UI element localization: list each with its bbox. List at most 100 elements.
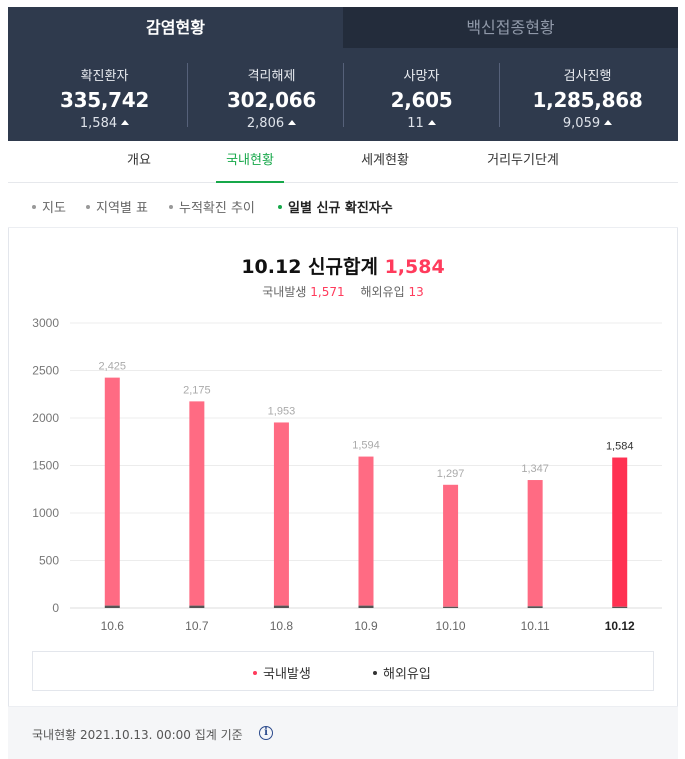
subtab-label: 누적확진 추이 [179, 201, 255, 216]
triangle-up-icon [427, 120, 436, 125]
stat-label: 검사진행 [563, 69, 612, 84]
x-tick-label: 10.11 [521, 619, 550, 633]
summary-date: 10.12 신규합계 [241, 256, 378, 278]
triangle-up-icon [604, 120, 613, 125]
divider [499, 63, 500, 127]
y-tick-label: 500 [39, 554, 59, 568]
bar-domestic [273, 422, 289, 606]
x-tick-label: 10.9 [354, 619, 378, 633]
divider [187, 63, 188, 127]
subtab-map[interactable]: 지도 [32, 197, 66, 216]
section-tabs: 개요 국내현황 세계현황 거리두기단계 [8, 141, 678, 183]
data-label: 2,425 [99, 361, 127, 373]
data-label: 1,297 [437, 468, 465, 480]
subtab-label: 지역별 표 [96, 201, 148, 216]
legend-label: 국내발생 [263, 667, 311, 682]
tab-world[interactable]: 세계현황 [361, 153, 409, 168]
data-label: 1,584 [606, 441, 634, 453]
status-panel: 감염현황 백신접종현황 확진환자 335,742 1,584 격리해제 302,… [8, 7, 678, 141]
sub-tabs: 지도 지역별 표 누적확진 추이 일별 신규 확진자수 [8, 183, 678, 228]
stat-deaths: 사망자 2,605 11 [338, 65, 505, 131]
tab-domestic[interactable]: 국내현황 [216, 141, 284, 183]
bar-overseas [189, 605, 205, 608]
bullet-icon [278, 205, 282, 209]
divider [343, 63, 344, 127]
stat-value: 1,285,868 [532, 88, 643, 112]
y-tick-label: 1500 [32, 459, 59, 473]
tab-infection-status[interactable]: 감염현황 [8, 7, 343, 48]
legend-item-overseas[interactable]: 해외유입 [373, 663, 431, 682]
stat-label: 확진환자 [80, 69, 129, 84]
tab-vaccination-status[interactable]: 백신접종현황 [343, 7, 678, 48]
legend-dot [373, 671, 377, 675]
stat-delta-value: 11 [407, 116, 424, 131]
x-tick-label: 10.6 [101, 619, 125, 633]
bullet-icon [86, 205, 90, 209]
bar-domestic [612, 457, 628, 607]
subtab-region-table[interactable]: 지역별 표 [86, 197, 148, 216]
bullet-icon [32, 205, 36, 209]
y-tick-label: 3000 [32, 316, 59, 330]
subtab-label: 지도 [42, 201, 66, 216]
stat-value: 302,066 [227, 88, 316, 112]
stat-delta-value: 2,806 [246, 116, 285, 131]
stat-delta: 2,806 [188, 116, 355, 131]
bar-overseas [612, 606, 628, 608]
stat-testing: 검사진행 1,285,868 9,059 [504, 65, 671, 131]
legend-item-domestic[interactable]: 국내발생 [253, 663, 311, 682]
stat-delta: 1,584 [21, 116, 188, 131]
subtab-cumulative-trend[interactable]: 누적확진 추이 [169, 197, 255, 216]
tab-distancing-level[interactable]: 거리두기단계 [487, 153, 559, 168]
stat-delta-value: 9,059 [562, 116, 601, 131]
stat-released: 격리해제 302,066 2,806 [188, 65, 355, 131]
footer-text: 국내현황 2021.10.13. 00:00 집계 기준 [32, 728, 243, 742]
legend-dot [253, 671, 257, 675]
data-label: 1,594 [352, 440, 380, 452]
y-tick-label: 2500 [32, 364, 59, 378]
bar-domestic [104, 377, 120, 606]
bar-domestic [527, 480, 543, 607]
info-icon[interactable]: i [259, 726, 273, 740]
footer: 국내현황 2021.10.13. 00:00 집계 기준 i [8, 706, 678, 759]
stat-delta-value: 1,584 [79, 116, 118, 131]
bar-overseas [443, 606, 459, 608]
subtab-label: 일별 신규 확진자수 [288, 201, 393, 216]
data-label: 1,953 [268, 405, 296, 417]
triangle-up-icon [121, 120, 130, 125]
triangle-up-icon [288, 120, 297, 125]
bar-overseas [273, 605, 289, 608]
domestic-label: 국내발생 [262, 285, 307, 299]
data-label: 1,347 [521, 463, 549, 475]
bar-domestic [443, 484, 459, 607]
x-tick-label: 10.12 [605, 619, 635, 633]
chart-legend: 국내발생 해외유입 [32, 651, 654, 691]
summary-title: 10.12 신규합계 1,584 [8, 252, 678, 279]
bar-overseas [358, 605, 374, 608]
stat-delta: 11 [338, 116, 505, 131]
bar-overseas [527, 606, 543, 608]
subtab-daily-new[interactable]: 일별 신규 확진자수 [278, 197, 393, 216]
y-tick-label: 0 [52, 601, 59, 615]
data-label: 2,175 [183, 384, 211, 396]
summary-total: 1,584 [384, 256, 445, 278]
stat-value: 335,742 [60, 88, 149, 112]
bar-domestic [358, 456, 374, 606]
bar-overseas [104, 605, 120, 608]
overseas-value: 13 [408, 285, 424, 299]
y-tick-label: 2000 [32, 411, 59, 425]
stat-delta: 9,059 [504, 116, 671, 131]
bullet-icon [169, 205, 173, 209]
stat-value: 2,605 [390, 88, 453, 112]
x-tick-label: 10.8 [270, 619, 294, 633]
stat-label: 사망자 [403, 69, 440, 84]
y-tick-label: 1000 [32, 506, 59, 520]
domestic-value: 1,571 [310, 285, 345, 299]
stat-label: 격리해제 [247, 69, 296, 84]
legend-label: 해외유입 [383, 667, 431, 682]
overseas-label: 해외유입 [360, 285, 405, 299]
tab-overview[interactable]: 개요 [127, 153, 151, 168]
x-tick-label: 10.7 [185, 619, 209, 633]
bar-domestic [189, 401, 205, 606]
